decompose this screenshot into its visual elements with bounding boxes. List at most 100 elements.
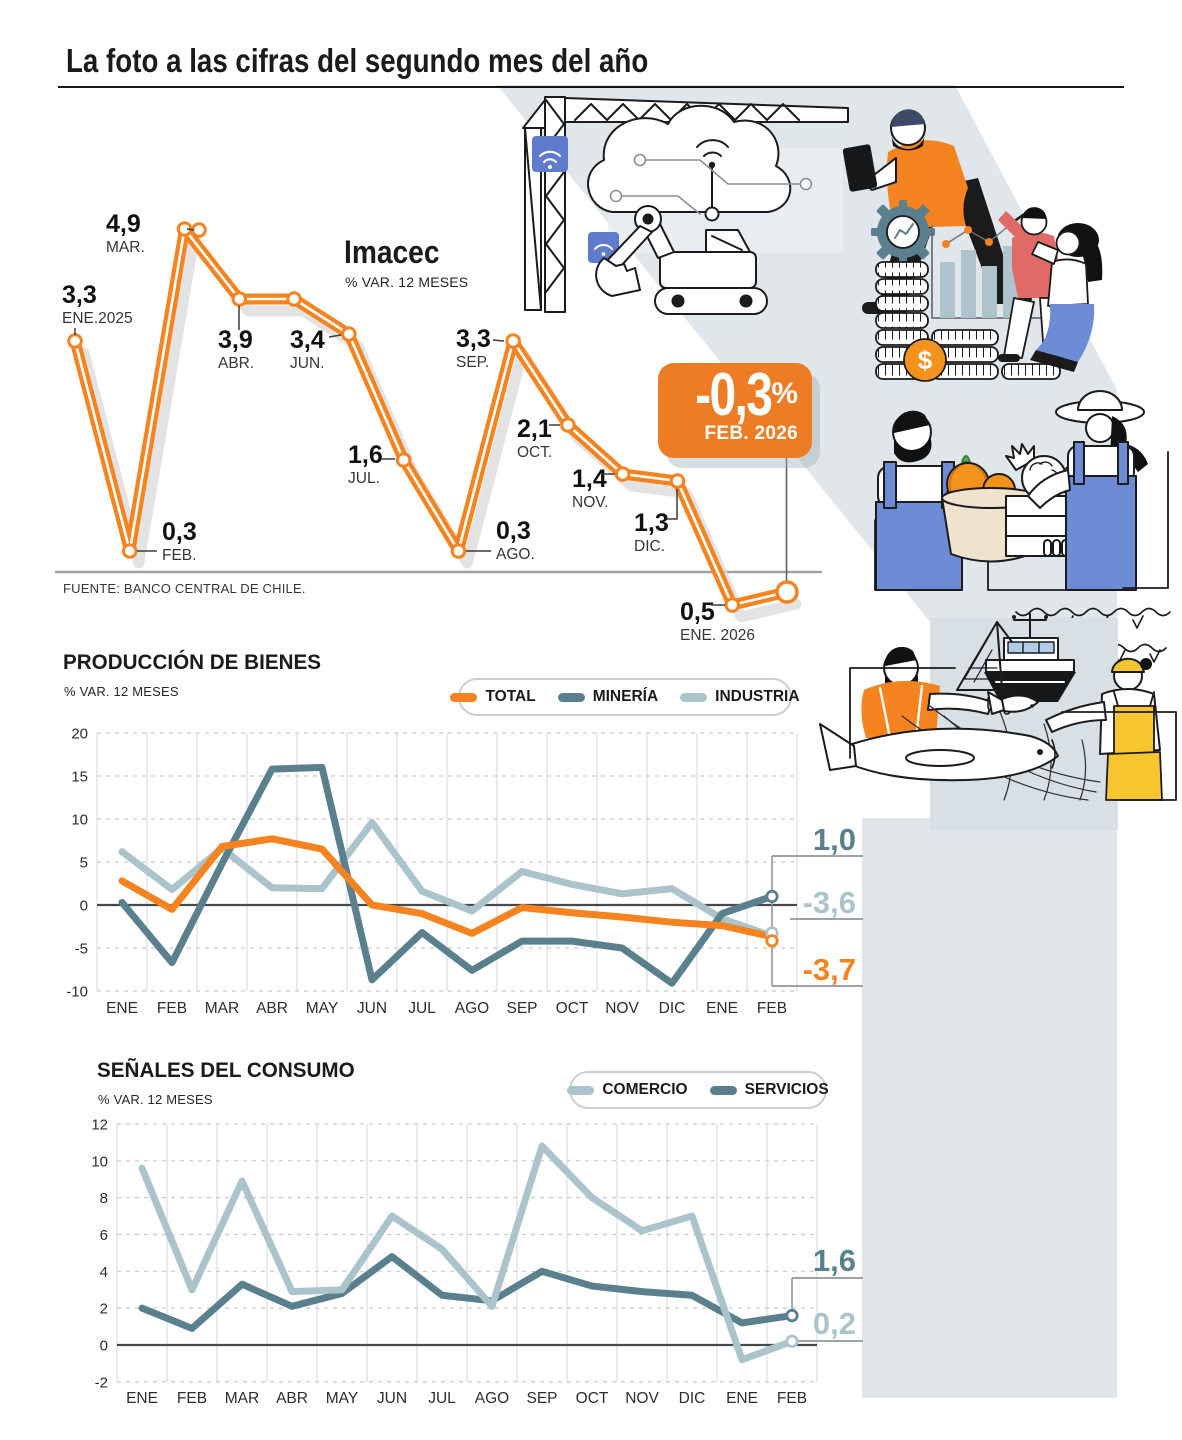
y-tick-label: 5 (80, 855, 88, 872)
imacec-month-label: JUN. (290, 355, 324, 372)
legend-label: SERVICIOS (744, 1081, 829, 1098)
y-tick-label: -2 (95, 1374, 108, 1391)
x-tick-label: ENE (106, 1000, 138, 1017)
imacec-point-10 (614, 466, 631, 482)
x-tick-label: FEB (177, 1390, 207, 1407)
consumo-legend: COMERCIO SERVICIOS (567, 1071, 829, 1109)
x-tick-label: JUL (428, 1390, 456, 1407)
legend-label: INDUSTRIA (715, 688, 800, 705)
consumo-subtitle: % VAR. 12 MESES (98, 1092, 213, 1107)
imacec-point-8 (505, 333, 521, 349)
y-tick-label: -5 (75, 941, 88, 958)
end-label-INDUSTRIA: -3,6 (803, 885, 856, 920)
produccion-subtitle: % VAR. 12 MESES (64, 684, 179, 699)
imacec-subtitle: % VAR. 12 MESES (345, 274, 469, 290)
y-tick-label: 6 (100, 1227, 108, 1244)
legend-item: TOTAL (450, 688, 536, 706)
y-tick-label: 10 (91, 1153, 108, 1170)
y-tick-label: 4 (100, 1264, 108, 1281)
x-tick-label: JUL (408, 1000, 436, 1017)
y-tick-label: 8 (100, 1190, 108, 1207)
series-SERVICIOS (138, 1253, 796, 1332)
imacec-point-11 (669, 473, 686, 489)
endpoint-TOTAL (765, 934, 779, 948)
callout-period: FEB. 2026 (704, 423, 798, 445)
y-tick-label: 15 (71, 769, 88, 786)
x-tick-label: FEB (777, 1390, 807, 1407)
x-tick-label: OCT (576, 1390, 609, 1407)
legend-chip (557, 692, 585, 702)
end-label-COMERCIO: 0,2 (813, 1306, 856, 1341)
y-tick-label: 10 (71, 812, 88, 829)
x-tick-label: DIC (679, 1390, 706, 1407)
imacec-month-label: JUL. (348, 470, 380, 487)
imacec-month-label: ENE. 2026 (680, 627, 755, 644)
legend-chip (709, 1085, 737, 1095)
x-tick-label: FEB (757, 1000, 787, 1017)
label-connector (328, 334, 342, 338)
endpoint-COMERCIO (785, 1334, 799, 1348)
x-tick-label: ENE (126, 1390, 158, 1407)
legend-label: TOTAL (485, 688, 536, 705)
x-tick-label: JUN (357, 1000, 387, 1017)
legend-chip (567, 1085, 595, 1095)
imacec-value-label: 2,1 (517, 415, 552, 443)
source-note: FUENTE: BANCO CENTRAL DE CHILE. (63, 581, 306, 596)
x-tick-label: ABR (256, 1000, 288, 1017)
imacec-value-label: 1,3 (634, 509, 669, 537)
finance-illustration: $ (871, 200, 1103, 382)
y-tick-label: 20 (71, 726, 88, 743)
imacec-value-label: 3,3 (456, 325, 491, 353)
x-tick-label: MAR (205, 1000, 239, 1017)
imacec-point-mar-ring (191, 222, 207, 238)
imacec-month-label: NOV. (572, 494, 608, 511)
x-tick-label: JUN (377, 1390, 407, 1407)
x-tick-label: NOV (625, 1390, 659, 1407)
series-COMERCIO (138, 1142, 796, 1364)
imacec-month-label: MAR. (106, 239, 145, 256)
x-tick-label: OCT (556, 1000, 589, 1017)
y-tick-label: 0 (100, 1338, 108, 1355)
imacec-month-label: ABR. (218, 355, 254, 372)
x-tick-label: SEP (526, 1390, 557, 1407)
imacec-month-label: AGO. (496, 546, 535, 563)
imacec-value-label: 4,9 (106, 210, 141, 238)
imacec-point-4 (286, 291, 302, 307)
imacec-point-0 (67, 333, 83, 349)
y-tick-label: 2 (100, 1301, 108, 1318)
x-tick-label: NOV (605, 1000, 639, 1017)
imacec-month-label: ENE.2025 (62, 310, 133, 327)
x-tick-label: ENE (706, 1000, 738, 1017)
legend-item: INDUSTRIA (680, 688, 800, 706)
imacec-value-label: 1,6 (348, 441, 383, 469)
legend-chip (450, 692, 478, 702)
legend-item: SERVICIOS (709, 1081, 829, 1099)
x-tick-label: ABR (276, 1390, 308, 1407)
produccion-chart: 20 15 10 5 0 -5 -10 ENE FEB MAR ABR MAY JUN JUL AGO SEP… (66, 726, 863, 1017)
page-title: La foto a las cifras del segundo mes del… (66, 42, 649, 79)
imacec-point-3 (231, 291, 248, 307)
farming-illustration (874, 390, 1171, 663)
imacec-value-label: 3,4 (290, 326, 325, 354)
x-tick-label: AGO (475, 1390, 509, 1407)
y-tick-label: 12 (91, 1116, 108, 1133)
imacec-point-12 (724, 597, 741, 613)
imacec-value-label: 0,5 (680, 598, 715, 626)
end-label-MINERÍA: 1,0 (813, 822, 856, 857)
svg-text:$: $ (918, 345, 933, 375)
x-tick-label: DIC (659, 1000, 686, 1017)
endpoint-SERVICIOS (785, 1308, 799, 1323)
imacec-month-label: DIC. (634, 538, 665, 555)
imacec-value-label: 0,3 (162, 518, 197, 546)
produccion-title: PRODUCCIÓN DE BIENES (63, 650, 322, 674)
x-tick-label: ENE (726, 1390, 758, 1407)
x-tick-label: AGO (455, 1000, 489, 1017)
end-label-SERVICIOS: 1,6 (813, 1243, 856, 1278)
imacec-point-5 (341, 326, 357, 342)
imacec-month-label: SEP. (456, 354, 489, 371)
produccion-legend: TOTAL MINERÍA INDUSTRIA (450, 678, 800, 716)
label-connector (186, 228, 195, 231)
imacec-title: Imacec (344, 234, 440, 270)
